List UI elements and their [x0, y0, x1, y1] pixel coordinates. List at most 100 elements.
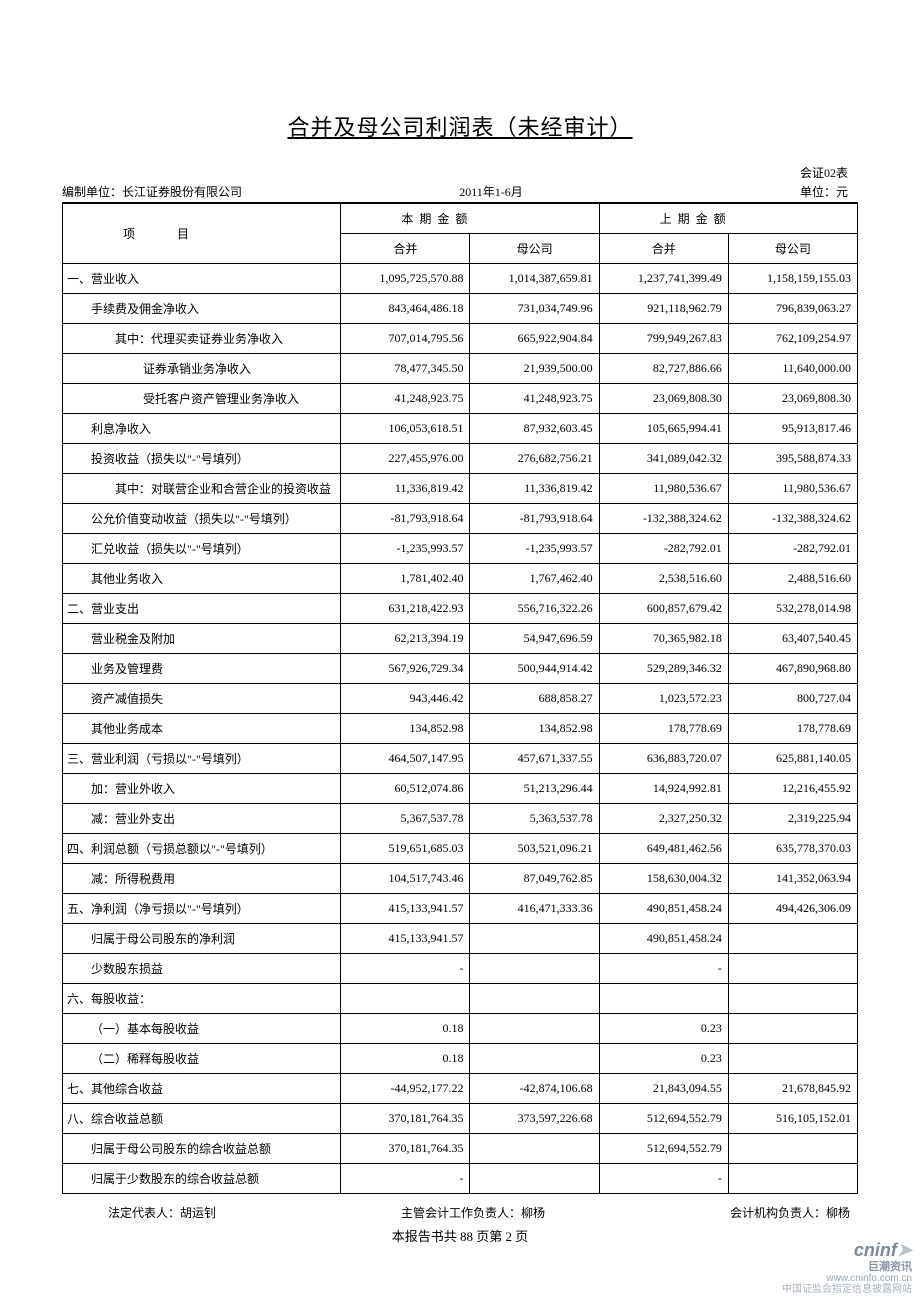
row-item-label: 证券承销业务净收入 [63, 354, 341, 384]
row-item-label: 汇兑收益（损失以"-"号填列） [63, 534, 341, 564]
row-value: 707,014,795.56 [341, 324, 470, 354]
table-row: 手续费及佣金净收入843,464,486.18731,034,749.96921… [63, 294, 858, 324]
row-value: 1,014,387,659.81 [470, 264, 599, 294]
document-title: 合并及母公司利润表（未经审计） [62, 110, 858, 142]
row-value [470, 954, 599, 984]
row-value: 512,694,552.79 [599, 1134, 728, 1164]
row-value: 21,843,094.55 [599, 1074, 728, 1104]
table-row: 证券承销业务净收入78,477,345.5021,939,500.0082,72… [63, 354, 858, 384]
row-item-label: 公允价值变动收益（损失以"-"号填列） [63, 504, 341, 534]
row-value: 104,517,743.46 [341, 864, 470, 894]
row-value: - [599, 954, 728, 984]
row-value: 227,455,976.00 [341, 444, 470, 474]
row-value: 943,446.42 [341, 684, 470, 714]
row-value: 14,924,992.81 [599, 774, 728, 804]
row-value [728, 1134, 857, 1164]
row-value: 0.23 [599, 1044, 728, 1074]
row-value [470, 924, 599, 954]
row-item-label: 二、营业支出 [63, 594, 341, 624]
row-value: 2,327,250.32 [599, 804, 728, 834]
row-value [728, 984, 857, 1014]
row-value [728, 1014, 857, 1044]
row-value: 134,852.98 [470, 714, 599, 744]
row-item-label: 其他业务成本 [63, 714, 341, 744]
row-item-label: 加：营业外收入 [63, 774, 341, 804]
watermark-desc: 中国证监会指定信息披露网站 [782, 1284, 912, 1295]
row-item-label: 四、利润总额（亏损总额以"-"号填列） [63, 834, 341, 864]
row-value: 134,852.98 [341, 714, 470, 744]
row-value: 95,913,817.46 [728, 414, 857, 444]
row-value: 41,248,923.75 [470, 384, 599, 414]
row-value [728, 1164, 857, 1194]
row-value: 503,521,096.21 [470, 834, 599, 864]
row-value: 799,949,267.83 [599, 324, 728, 354]
row-value: 178,778.69 [599, 714, 728, 744]
table-row: 资产减值损失943,446.42688,858.271,023,572.2380… [63, 684, 858, 714]
row-value: -44,952,177.22 [341, 1074, 470, 1104]
row-value: - [341, 1164, 470, 1194]
row-item-label: 业务及管理费 [63, 654, 341, 684]
row-value: -132,388,324.62 [599, 504, 728, 534]
row-value: 0.23 [599, 1014, 728, 1044]
row-value: 78,477,345.50 [341, 354, 470, 384]
header-current-consolidated: 合并 [341, 234, 470, 264]
row-value: 2,538,516.60 [599, 564, 728, 594]
table-row: 归属于少数股东的综合收益总额-- [63, 1164, 858, 1194]
row-item-label: 减：所得税费用 [63, 864, 341, 894]
row-value [470, 984, 599, 1014]
row-value [470, 1014, 599, 1044]
row-value: 1,767,462.40 [470, 564, 599, 594]
row-item-label: 三、营业利润（亏损以"-"号填列） [63, 744, 341, 774]
watermark-url: www.cninfo.com.cn [782, 1273, 912, 1284]
row-item-label: 手续费及佣金净收入 [63, 294, 341, 324]
table-row: 利息净收入106,053,618.5187,932,603.45105,665,… [63, 414, 858, 444]
table-row: 受托客户资产管理业务净收入41,248,923.7541,248,923.752… [63, 384, 858, 414]
row-value: 490,851,458.24 [599, 894, 728, 924]
row-value: 688,858.27 [470, 684, 599, 714]
row-value [728, 954, 857, 984]
watermark: cninf➤ 巨潮资讯 www.cninfo.com.cn 中国证监会指定信息披… [782, 1241, 912, 1295]
table-row: 公允价值变动收益（损失以"-"号填列）-81,793,918.64-81,793… [63, 504, 858, 534]
row-value: 178,778.69 [728, 714, 857, 744]
row-value: -42,874,106.68 [470, 1074, 599, 1104]
row-value: 1,158,159,155.03 [728, 264, 857, 294]
row-item-label: 投资收益（损失以"-"号填列） [63, 444, 341, 474]
row-value: 5,363,537.78 [470, 804, 599, 834]
row-value: 41,248,923.75 [341, 384, 470, 414]
row-value: 567,926,729.34 [341, 654, 470, 684]
table-row: （一）基本每股收益0.180.23 [63, 1014, 858, 1044]
row-item-label: 利息净收入 [63, 414, 341, 444]
signatures-row: 法定代表人：胡运钊 主管会计工作负责人：柳杨 会计机构负责人：柳杨 [62, 1204, 858, 1221]
row-value: -1,235,993.57 [341, 534, 470, 564]
row-value: 23,069,808.30 [599, 384, 728, 414]
row-value: 665,922,904.84 [470, 324, 599, 354]
row-value: 532,278,014.98 [728, 594, 857, 624]
table-row: 加：营业外收入60,512,074.8651,213,296.4414,924,… [63, 774, 858, 804]
row-value: 512,694,552.79 [599, 1104, 728, 1134]
table-row: 其他业务成本134,852.98134,852.98178,778.69178,… [63, 714, 858, 744]
row-value: 51,213,296.44 [470, 774, 599, 804]
table-body: 一、营业收入1,095,725,570.881,014,387,659.811,… [63, 264, 858, 1194]
table-row: 七、其他综合收益-44,952,177.22-42,874,106.6821,8… [63, 1074, 858, 1104]
row-value: 467,890,968.80 [728, 654, 857, 684]
meta-unit: 编制单位：长江证券股份有限公司 [62, 183, 242, 200]
row-value: 395,588,874.33 [728, 444, 857, 474]
row-item-label: 一、营业收入 [63, 264, 341, 294]
table-row: 减：所得税费用104,517,743.4687,049,762.85158,63… [63, 864, 858, 894]
row-value: -282,792.01 [728, 534, 857, 564]
row-item-label: 八、综合收益总额 [63, 1104, 341, 1134]
header-prior-parent: 母公司 [728, 234, 857, 264]
row-value [470, 1134, 599, 1164]
row-item-label: （二）稀释每股收益 [63, 1044, 341, 1074]
row-item-label: 六、每股收益： [63, 984, 341, 1014]
row-value [599, 984, 728, 1014]
table-row: 四、利润总额（亏损总额以"-"号填列）519,651,685.03503,521… [63, 834, 858, 864]
row-value: 416,471,333.36 [470, 894, 599, 924]
row-value [728, 924, 857, 954]
row-value: 556,716,322.26 [470, 594, 599, 624]
table-row: （二）稀释每股收益0.180.23 [63, 1044, 858, 1074]
table-row: 五、净利润（净亏损以"-"号填列）415,133,941.57416,471,3… [63, 894, 858, 924]
row-value: 63,407,540.45 [728, 624, 857, 654]
row-item-label: 七、其他综合收益 [63, 1074, 341, 1104]
row-value: 106,053,618.51 [341, 414, 470, 444]
